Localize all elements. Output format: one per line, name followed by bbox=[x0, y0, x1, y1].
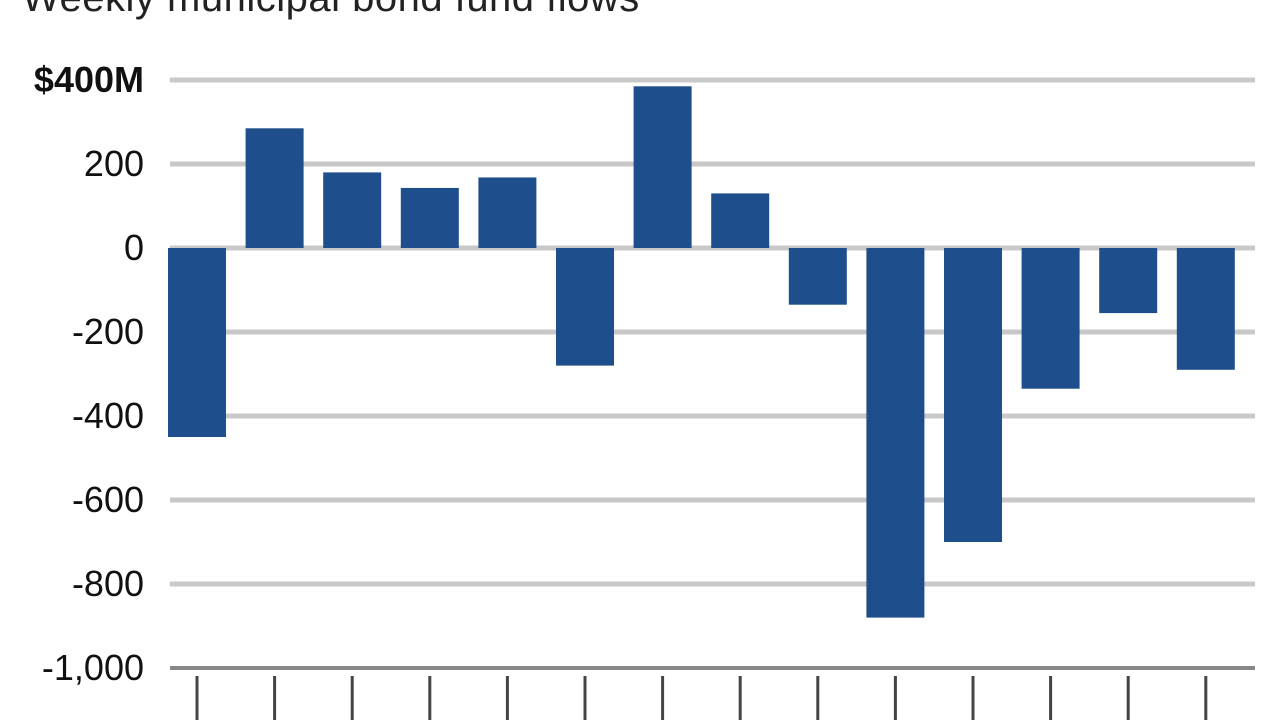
bar bbox=[633, 86, 692, 248]
bar bbox=[711, 193, 770, 248]
bar bbox=[1021, 248, 1080, 389]
bar bbox=[323, 172, 382, 248]
bar bbox=[400, 187, 459, 248]
y-tick-label: $400M bbox=[33, 59, 144, 100]
y-tick-label: -200 bbox=[71, 311, 144, 352]
bar bbox=[478, 177, 537, 248]
bar bbox=[245, 128, 304, 248]
bar bbox=[168, 248, 226, 437]
bar bbox=[1176, 248, 1235, 370]
y-tick-label: -1,000 bbox=[41, 647, 144, 688]
y-tick-label: -600 bbox=[71, 479, 144, 520]
bar bbox=[866, 248, 925, 618]
bar bbox=[944, 248, 1002, 542]
chart-title: Weekly municipal bond fund flows bbox=[22, 0, 640, 21]
y-tick-label: -400 bbox=[71, 395, 144, 436]
bar bbox=[1099, 248, 1158, 314]
y-tick-label: -800 bbox=[71, 563, 144, 604]
bar bbox=[788, 248, 847, 305]
y-tick-label: 200 bbox=[83, 143, 144, 184]
bar bbox=[556, 248, 614, 366]
y-tick-label: 0 bbox=[123, 227, 144, 268]
